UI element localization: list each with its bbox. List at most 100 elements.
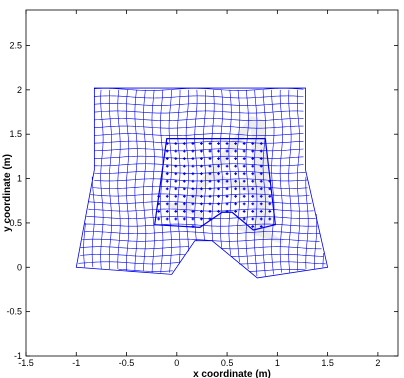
mesh-line — [160, 89, 164, 273]
node-marker — [157, 202, 161, 206]
node-marker — [225, 164, 229, 168]
node-marker — [268, 202, 272, 206]
y-tick-label: 1 — [17, 174, 22, 184]
node-marker — [234, 187, 238, 191]
y-tick-label: 1.5 — [9, 129, 22, 139]
node-marker — [234, 157, 238, 161]
node-marker — [191, 225, 195, 228]
node-marker — [208, 202, 212, 206]
node-marker — [182, 202, 186, 206]
node-marker — [242, 164, 246, 168]
node-marker — [200, 149, 203, 153]
node-marker — [182, 157, 186, 161]
mesh-line — [220, 89, 224, 248]
node-marker — [174, 187, 178, 191]
node-marker — [251, 194, 255, 198]
node-marker — [259, 194, 263, 198]
mesh-line — [94, 140, 304, 144]
y-axis-label: y coordinate (m) — [2, 154, 13, 232]
mesh-line — [237, 89, 241, 262]
node-marker — [259, 225, 263, 228]
y-tick-label: -0.5 — [6, 307, 22, 317]
node-marker — [242, 217, 246, 221]
node-marker — [242, 149, 246, 153]
node-marker — [200, 217, 203, 221]
y-tick-label: -1 — [14, 351, 22, 361]
node-marker — [208, 172, 212, 176]
node-marker — [259, 157, 263, 161]
mesh-line — [185, 89, 189, 252]
node-marker — [242, 187, 246, 191]
x-tick-label: 0 — [174, 358, 179, 368]
node-marker — [251, 225, 255, 228]
mesh-line — [262, 89, 266, 277]
node-marker — [208, 142, 212, 145]
mesh-line — [134, 89, 138, 271]
node-marker — [225, 209, 229, 213]
node-marker — [174, 164, 178, 168]
node-marker — [259, 209, 263, 213]
mesh-line — [94, 95, 304, 99]
node-marker — [182, 209, 186, 213]
node-marker — [217, 149, 220, 153]
node-marker — [208, 179, 212, 183]
node-marker — [191, 179, 195, 183]
node-marker — [251, 187, 255, 191]
node-marker — [251, 217, 255, 221]
mesh-line — [117, 89, 121, 270]
node-marker — [174, 194, 178, 198]
node-marker — [251, 202, 255, 206]
node-marker — [268, 194, 272, 198]
node-marker — [251, 149, 255, 153]
node-marker — [200, 194, 203, 198]
mesh-line — [231, 253, 324, 257]
node-marker — [165, 179, 169, 183]
mesh-line — [322, 253, 325, 268]
node-marker — [208, 157, 212, 161]
mesh-line — [84, 223, 318, 227]
mesh-line — [305, 176, 309, 270]
mesh-line — [83, 222, 86, 268]
mesh-line — [271, 89, 275, 275]
node-marker — [259, 149, 263, 153]
mesh-line — [228, 89, 232, 255]
node-marker — [234, 142, 238, 145]
node-marker — [182, 164, 186, 168]
node-marker — [208, 164, 212, 168]
node-marker — [242, 142, 246, 145]
node-marker — [200, 172, 203, 176]
node-marker — [200, 187, 203, 191]
node-marker — [225, 142, 229, 145]
node-marker — [208, 187, 212, 191]
node-marker — [234, 149, 238, 153]
node-marker — [182, 179, 186, 183]
x-axis-label: x coordinate (m) — [193, 369, 271, 378]
x-tick-label: -1.5 — [18, 358, 34, 368]
mesh-line — [314, 214, 318, 270]
node-marker — [259, 217, 263, 221]
node-marker — [182, 142, 186, 145]
node-marker — [217, 209, 220, 213]
node-marker — [234, 172, 238, 176]
x-tick-label: 2 — [375, 358, 380, 368]
node-marker — [174, 202, 178, 206]
mesh-line — [80, 253, 185, 257]
node-marker — [165, 217, 169, 221]
node-marker — [217, 187, 220, 191]
node-marker — [165, 142, 169, 145]
node-marker — [259, 164, 263, 168]
node-marker — [234, 164, 238, 168]
node-marker — [174, 179, 178, 183]
mesh-line — [91, 176, 95, 268]
mesh-line — [92, 186, 308, 189]
mesh-line — [94, 155, 304, 159]
node-marker — [242, 194, 246, 198]
mesh-line — [94, 133, 304, 137]
node-marker — [174, 157, 178, 161]
node-marker — [217, 157, 220, 161]
node-region-outline — [154, 138, 276, 231]
node-marker — [174, 149, 178, 153]
mesh-line — [126, 89, 130, 271]
node-marker — [191, 202, 195, 206]
node-marker — [242, 157, 246, 161]
